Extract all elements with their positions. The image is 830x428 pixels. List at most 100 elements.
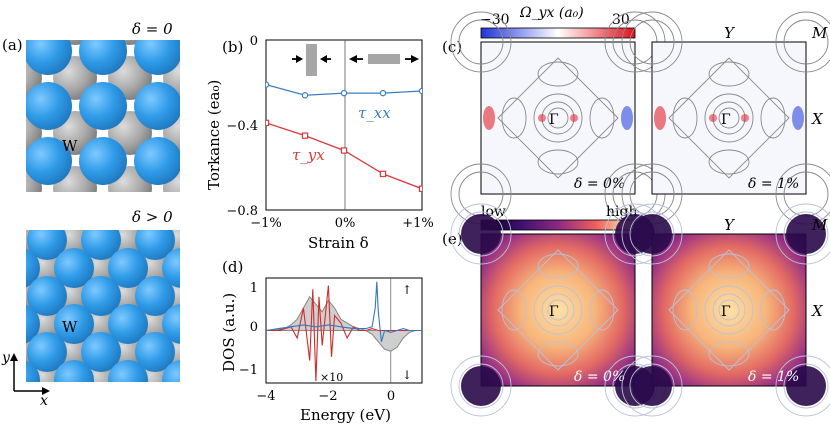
panel-e: (e) low high Γ δ = 0% Γ δ = 1% Y M X [442,203,830,417]
blue-atom [108,304,148,344]
blue-atom [162,360,180,382]
fs-pocket [708,149,750,175]
fs-corner [450,203,512,265]
panel-b: (b) Torkance (ea₀) Strain δ 0 −0.4 −0.8 … [205,34,434,252]
blue-atom [134,137,180,185]
hotspot-red [570,114,578,122]
blue-atom [135,332,175,372]
gray-atom [61,40,89,45]
dark-corner [632,214,672,254]
delta-e2: δ = 1% [748,369,799,385]
b-ytick-1: −0.4 [226,119,258,134]
gray-atom [84,307,118,341]
series-line-1 [266,122,422,190]
b-ytick-0: 0 [250,34,258,49]
d-ytick-0: 1 [250,281,258,296]
fs-diamond [497,249,619,371]
dark-corner [461,366,501,406]
berry-colorbar [480,27,636,39]
point-0-4 [418,87,422,95]
blue-atom [162,304,180,344]
blue-atom [26,137,72,185]
delta-c1: δ = 0% [574,176,625,192]
gray-atom [192,251,226,285]
point-1-1 [301,132,309,139]
blue-atom [79,82,127,130]
point-1-2 [340,147,348,154]
panel-d: (d) DOS (a.u.) Energy (eV) 1 0 −1 −4 −2 … [220,258,423,424]
panel-d-label: (d) [222,258,243,276]
lattice-unstrained [26,40,180,192]
panel-b-label: (b) [222,38,243,56]
label-M-e: M [811,216,828,234]
panel-e-label: (e) [442,230,463,248]
fs-pocket [501,97,527,139]
fs-ring [718,299,740,321]
fs-pocket [537,61,579,87]
fs-corner [775,203,830,265]
blue-atom [54,304,94,344]
hotspot-red [483,106,495,130]
atom-label-bottom: W [62,318,78,336]
fs-corner [458,211,504,257]
fs-ring [541,293,575,327]
fs-corner [458,19,504,65]
fs-ring [704,93,754,143]
axis-y-label: y [1,350,11,366]
fs-pocket [708,341,750,367]
fs-corner [783,363,829,409]
gamma-c2: Γ [721,112,731,128]
panel-a-delta-top: δ = 0 [132,20,173,38]
blue-atom [26,82,72,130]
blue-atom [26,40,72,75]
strain-inset-compress [292,44,331,76]
fs-pocket [537,253,579,279]
dos-series-0 [266,295,422,352]
point-1-0 [266,119,270,127]
b-xtick-0: −1% [250,216,282,231]
fs-ring [547,299,569,321]
fs-pocket [760,97,786,139]
fs-diamond [668,249,790,371]
torkance-plot [266,81,422,192]
gray-atom [138,307,172,341]
spectral-map-strained: Γ δ = 1% [621,203,830,417]
fs-pocket [537,341,579,367]
fs-pocket [672,97,698,139]
blue-atom [27,332,67,372]
spectral-colorbar [480,219,636,231]
berry-map-unstrained: Γ δ = 0% [450,11,666,225]
fs-corner [775,11,830,73]
blue-atom [81,332,121,372]
hotspot-red [654,106,666,130]
panel-b-frame [265,39,423,211]
dos-scale-note: ×10 [320,371,343,384]
blue-atom [108,360,148,382]
berry-colorbar-max: 30 [612,12,630,28]
label-Y-c: Y [724,24,736,42]
point-0-2 [340,89,348,97]
fs-corner [783,211,829,257]
blue-atom [135,230,175,260]
b-xtick-2: +1% [402,216,434,231]
point-0-0 [266,81,270,88]
legend-tau-xx: τ_xx [358,104,391,122]
hotspot-red [741,114,749,122]
blue-atom [108,248,148,288]
spin-down-arrow: ↓ [402,368,412,382]
fs-corner [458,363,504,409]
blue-atom [189,220,229,260]
point-0-3 [379,89,387,97]
blue-atom [27,230,67,260]
fs-corner [783,19,829,65]
dos-plot [266,278,422,383]
dos-series-2 [266,281,422,342]
fs-pocket [672,289,698,331]
blue-atom [26,360,40,382]
delta-c2: δ = 1% [748,176,799,192]
axis-x-label: x [40,393,48,409]
xy-axes-indicator: y x [1,350,50,409]
fs-corner [450,11,512,73]
berry-colorbar-title: Ω_yx (a₀) [519,5,584,21]
dark-corner [786,366,826,406]
